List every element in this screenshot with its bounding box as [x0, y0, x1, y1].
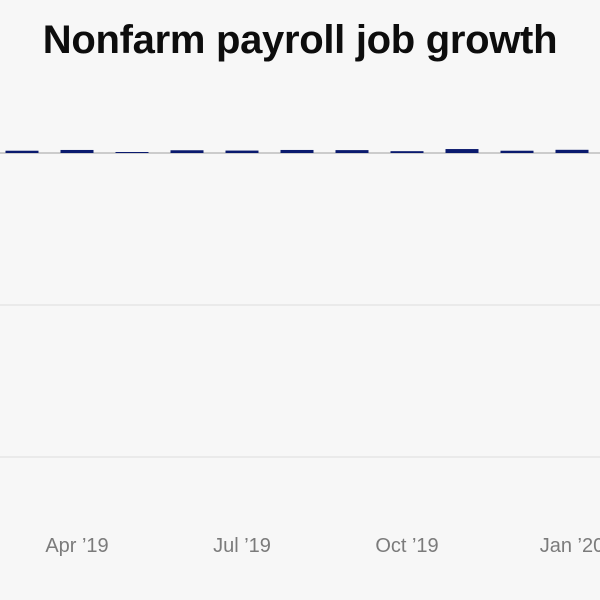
- bar-jun-19: [170, 150, 204, 153]
- bar-mar-19: [5, 150, 39, 153]
- bar-jul-19: [225, 150, 259, 153]
- bar-oct-19: [390, 151, 424, 153]
- x-tick-label: Jan ’20: [540, 535, 600, 557]
- bar-jan-20: [555, 149, 589, 153]
- bar-apr-19: [60, 149, 94, 153]
- bar-nov-19: [445, 149, 479, 153]
- x-tick-label: Oct ’19: [375, 535, 438, 557]
- bar-may-19: [115, 152, 149, 153]
- chart-title: Nonfarm payroll job growth: [42, 18, 558, 62]
- x-tick-label: Apr ’19: [45, 535, 108, 557]
- x-tick-label: Jul ’19: [213, 535, 271, 557]
- bar-dec-19: [500, 150, 534, 153]
- bar-aug-19: [280, 149, 314, 153]
- bar-sep-19: [335, 150, 369, 153]
